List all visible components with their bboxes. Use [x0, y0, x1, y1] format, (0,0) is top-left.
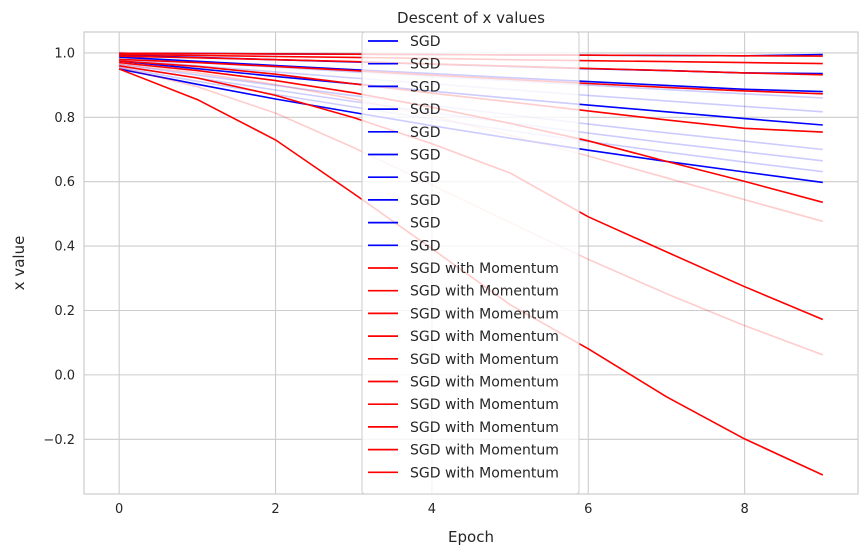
x-tick-labels: 0 2 4 6 8 — [115, 502, 749, 517]
legend: SGD SGD SGD SGD SGD SGD SGD SGD SGD SGD SGD with M… — [361, 31, 580, 495]
y-tick-label: 0.2 — [54, 304, 75, 319]
chart-title: Descent of x values — [397, 9, 545, 27]
legend-label: SGD — [410, 57, 441, 73]
x-tick-label: 0 — [115, 502, 123, 517]
legend-label: SGD with Momentum — [410, 329, 559, 345]
x-tick-label: 2 — [271, 502, 279, 517]
y-tick-label: 1.0 — [54, 46, 75, 61]
legend-label: SGD with Momentum — [410, 375, 559, 391]
legend-label: SGD — [410, 216, 441, 232]
y-axis-label: x value — [10, 236, 28, 291]
legend-label: SGD with Momentum — [410, 420, 559, 436]
y-tick-label: 0.0 — [54, 368, 75, 383]
legend-label: SGD with Momentum — [410, 306, 559, 322]
y-tick-label: 0.6 — [54, 175, 75, 190]
legend-label: SGD with Momentum — [410, 284, 559, 300]
legend-label: SGD — [410, 79, 441, 95]
y-tick-labels: −0.2 0.0 0.2 0.4 0.6 0.8 1.0 — [43, 46, 75, 447]
x-tick-label: 4 — [428, 502, 436, 517]
x-tick-label: 6 — [584, 502, 592, 517]
legend-label: SGD — [410, 148, 441, 164]
legend-label: SGD with Momentum — [410, 443, 559, 459]
y-tick-label: −0.2 — [43, 433, 75, 448]
legend-label: SGD with Momentum — [410, 397, 559, 413]
x-axis-label: Epoch — [448, 528, 494, 546]
y-tick-label: 0.4 — [54, 240, 75, 255]
legend-label: SGD — [410, 170, 441, 186]
legend-label: SGD with Momentum — [410, 352, 559, 368]
y-tick-label: 0.8 — [54, 111, 75, 126]
legend-label: SGD — [410, 238, 441, 254]
legend-label: SGD — [410, 193, 441, 209]
legend-label: SGD — [410, 125, 441, 141]
legend-label: SGD with Momentum — [410, 465, 559, 481]
legend-label: SGD — [410, 102, 441, 118]
legend-label: SGD with Momentum — [410, 261, 559, 277]
x-tick-label: 8 — [740, 502, 748, 517]
legend-label: SGD — [410, 34, 441, 50]
legend-box — [361, 31, 580, 495]
